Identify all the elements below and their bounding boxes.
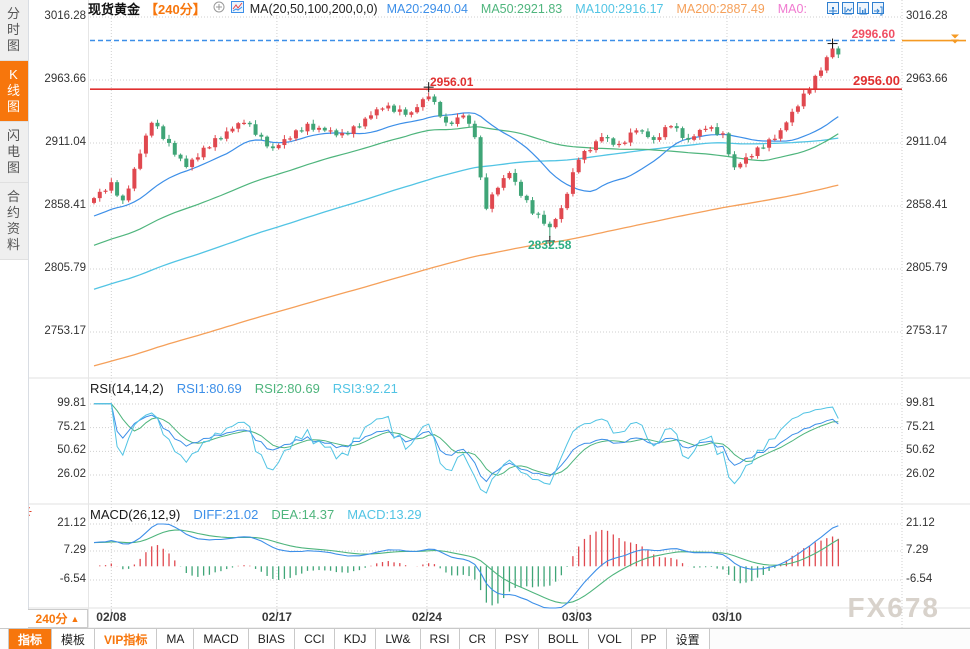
date-label-02/08: 02/08 [96,610,127,624]
macd-value-2: DEA:14.37 [271,507,335,522]
axis-tick: 2753.17 [44,325,86,337]
rsi-title: RSI(14,14,2) [90,381,164,396]
toolbar-tab-LW&[interactable]: LW& [376,629,421,649]
axis-tick: 2805.79 [44,262,86,274]
ma-formula: MA(20,50,100,200,0,0) [249,1,378,16]
date-label-03/10: 03/10 [711,610,742,624]
toolbar-tab-RSI[interactable]: RSI [420,629,460,649]
axis-tick: 2858.41 [906,199,948,211]
toolbar-tab-CR[interactable]: CR [459,629,496,649]
toolbar-tab-VIP指标[interactable]: VIP指标 [95,629,158,649]
axis-tick: 21.12 [906,517,935,529]
chevron-up-icon: ▲ [70,613,80,624]
ma-value-5: MA0: [777,1,807,16]
bar-chart-icon[interactable] [857,2,869,15]
axis-tick: 21.12 [57,517,86,529]
toolbar-tab-BIAS[interactable]: BIAS [248,629,296,649]
axis-tick: 99.81 [57,397,86,409]
toolbar-tab-MACD[interactable]: MACD [194,629,249,649]
date-label-02/24: 02/24 [411,610,442,624]
sidebar-tab-3[interactable]: 闪电图 [0,122,28,183]
axis-tick: 50.62 [906,444,935,457]
period-selector[interactable]: 240分 ▲ [28,609,88,628]
axis-tick: 26.02 [906,468,935,480]
toolbar-tab-MA[interactable]: MA [157,629,195,649]
indicator-toolbar: 指标 模板 VIP指标 MA MACD BIAS CCI KDJ LW& RSI CR PSY BOLL… [0,628,970,649]
ma-value-1: MA20:2940.04 [386,1,468,16]
axis-tick: 26.02 [57,468,86,480]
axis-tick: 2911.04 [45,135,86,148]
axis-tick: 99.81 [906,397,935,409]
toolbar-left-pad [0,629,9,649]
axis-tick: 2858.41 [44,199,86,211]
axis-tick: 75.21 [906,420,935,433]
period-high-label: 2996.60 [851,27,895,41]
toolbar-tab-模板[interactable]: 模板 [52,629,96,649]
toolbar-tab-KDJ[interactable]: KDJ [334,629,377,649]
toolbar-tab-PP[interactable]: PP [631,629,667,649]
add-circle-icon[interactable] [213,0,225,18]
period-selector-label: 240分 [35,612,68,626]
toolbar-tab-PSY[interactable]: PSY [495,629,539,649]
rsi-value-3: RSI3:92.21 [332,381,398,396]
axis-tick: -6.54 [59,573,86,585]
chart-window-controls [827,2,884,16]
axis-tick: 50.62 [57,444,86,457]
macd-title: MACD(26,12,9) [90,507,181,522]
macd-value-3: MACD:13.29 [347,507,422,522]
toolbar-tab-BOLL[interactable]: BOLL [538,629,589,649]
watermark: FX678 [847,592,940,623]
axis-tick: 2753.17 [906,325,948,337]
date-label-03/03: 03/03 [561,610,592,624]
macd-value-1: DIFF:21.02 [193,507,259,522]
axis-tick: 75.21 [57,420,86,433]
rsi-header: RSI(14,14,2) RSI1:80.69 RSI2:80.69 RSI3:92… [90,381,398,396]
toolbar-tab-指标[interactable]: 指标 [9,629,53,649]
rsi-value-1: RSI1:80.69 [176,381,242,396]
axis-chart-icon[interactable] [842,2,854,15]
macd-readouts: DIFF:21.02 DEA:14.37 MACD:13.29 [193,507,421,522]
crosshair-icon[interactable] [827,2,839,15]
axis-tick: -6.54 [906,573,933,585]
timeframe-label: 【240分】 [145,2,206,17]
axis-tick: 2911.04 [906,135,947,148]
toolbar-tab-设置[interactable]: 设置 [666,629,710,649]
rsi-value-2: RSI2:80.69 [254,381,320,396]
axis-tick: 7.29 [63,544,86,556]
rsi-readouts: RSI1:80.69 RSI2:80.69 RSI3:92.21 [177,381,398,396]
pan-right-icon[interactable] [872,2,884,16]
mini-chart-icon[interactable] [230,0,244,18]
ma-readouts: MA20:2940.04 MA50:2921.83 MA100:2916.17 MA2… [387,2,807,16]
symbol-name: 现货黄金 [88,2,141,17]
right-axis-price-label: 2956.00 [853,73,900,88]
axis-tick: 7.29 [906,544,929,556]
date-label-02/17: 02/17 [261,610,292,624]
resistance-line-label[interactable]: 2956.01 [430,75,474,89]
sidebar-tab-1[interactable]: 分时图 [0,0,28,61]
chart-header: 现货黄金 【240分】 MA(20,50,100,200,0,0) MA20:2… [88,0,807,17]
ma-value-2: MA50:2921.83 [480,1,563,16]
macd-header: MACD(26,12,9) DIFF:21.02 DEA:14.37 MACD:13… [90,507,422,522]
axis-tick: 2963.66 [44,72,86,85]
toolbar-tab-VOL[interactable]: VOL [588,629,632,649]
axis-tick: 3016.28 [44,10,86,22]
axis-tick: 3016.28 [906,10,948,22]
axis-tick: 2805.79 [906,262,948,274]
axis-tick: 2963.66 [906,72,948,85]
ma-value-3: MA100:2916.17 [575,1,664,16]
ma-value-4: MA200:2887.49 [676,1,765,16]
toolbar-tab-CCI[interactable]: CCI [295,629,335,649]
swing-low-label: 2832.58 [528,238,572,252]
sidebar-tab-4[interactable]: 合约资料 [0,183,28,260]
